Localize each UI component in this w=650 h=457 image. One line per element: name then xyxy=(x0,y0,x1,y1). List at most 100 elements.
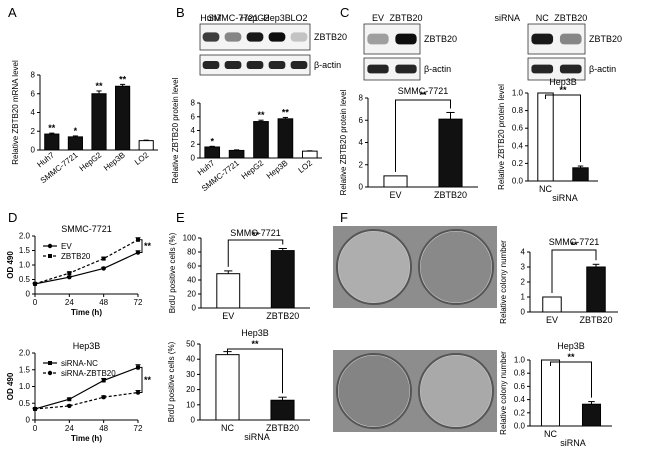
significance-mark: ** xyxy=(95,81,103,91)
bar xyxy=(44,133,60,151)
x-tick-label: 24 xyxy=(65,424,74,433)
y-tick-label: 0.5 xyxy=(19,275,31,284)
y-tick-label: 0 xyxy=(191,416,196,425)
y-tick-label: 6 xyxy=(31,89,36,98)
y-tick-label: 6 xyxy=(191,112,196,121)
bar xyxy=(301,150,318,159)
significance-bracket xyxy=(551,249,597,293)
y-tick-label: 4 xyxy=(359,138,364,147)
significance-mark: ** xyxy=(570,240,578,250)
blot-target-label: ZBTB20 xyxy=(589,34,622,44)
y-tick-label: 20 xyxy=(187,290,196,299)
y-tick-label: 3 xyxy=(521,263,526,272)
blot-band xyxy=(246,32,264,42)
blot-band-actin xyxy=(290,61,308,69)
x-tick-label: NC xyxy=(544,429,557,439)
bar xyxy=(228,149,245,159)
y-tick-label: 20 xyxy=(186,385,195,394)
blot-band-actin xyxy=(268,61,286,69)
y-axis-label: BrdU positive cells (%) xyxy=(168,232,177,313)
legend-label: siRNA-ZBTB20 xyxy=(61,369,116,378)
y-tick-label: 2 xyxy=(31,127,36,136)
bar xyxy=(542,296,562,313)
bar xyxy=(91,93,107,151)
chart-c2: 0.0 0.2 0.4 0.6 0.8 1.0 Relative ZBTB20 protei… xyxy=(497,77,598,203)
blot-control-label: β-actin xyxy=(314,60,341,70)
x-tick-label: EV xyxy=(222,311,234,321)
y-tick-label: 2.0 xyxy=(19,232,31,241)
y-tick-label: 4 xyxy=(521,248,526,257)
significance-mark: ** xyxy=(419,90,427,100)
colony-density xyxy=(338,355,410,427)
blot-group-label: siRNA xyxy=(494,13,520,23)
blot-band-actin xyxy=(559,64,582,74)
bar xyxy=(383,175,408,188)
legend-label: ZBTB20 xyxy=(61,252,91,261)
group-label: siRNA xyxy=(244,432,270,442)
y-tick-label: 0 xyxy=(359,183,364,192)
y-axis-label: OD 490 xyxy=(6,251,15,279)
blot-band-actin xyxy=(224,61,242,69)
data-point xyxy=(101,395,106,400)
blot-lane-label: SMMC-7721 xyxy=(208,13,259,23)
colony-plate xyxy=(418,229,494,305)
x-axis-label: Time (h) xyxy=(71,308,102,317)
x-tick-label: LO2 xyxy=(297,158,315,175)
bar xyxy=(277,118,294,159)
y-tick-label: 0.2 xyxy=(514,408,526,417)
y-tick-label: 0 xyxy=(26,290,31,299)
data-point xyxy=(33,281,37,286)
series-line xyxy=(34,239,139,285)
y-tick-label: 8 xyxy=(31,71,36,80)
y-tick-label: 0.2 xyxy=(512,159,524,168)
y-tick-label: 50 xyxy=(186,340,195,349)
x-tick-label: ZBTB20 xyxy=(434,190,467,200)
y-tick-label: 6 xyxy=(359,116,364,125)
panel-letter-c: C xyxy=(340,5,349,20)
bar xyxy=(586,266,606,313)
y-axis-label: OD 490 xyxy=(6,372,15,400)
bar xyxy=(438,118,463,188)
y-axis-label: Relative ZBTB20 protein level xyxy=(497,84,506,190)
chart-e2: 0 10 20 30 40 50 BrdU positive cells (%) Hep3B N… xyxy=(167,328,310,442)
y-tick-label: 1.0 xyxy=(514,356,526,365)
blot-band xyxy=(559,33,582,45)
chart-title: Hep3B xyxy=(557,341,585,351)
y-tick-label: 0.0 xyxy=(514,422,526,431)
significance-bracket xyxy=(139,239,143,254)
blot-band-actin xyxy=(395,64,417,74)
y-axis-label: Relative ZBTB20 protein level xyxy=(171,77,180,183)
x-tick-label: 48 xyxy=(99,298,108,307)
chart-title: SMMC-7721 xyxy=(230,228,281,238)
blot-band xyxy=(367,33,389,45)
colony-plate-ev xyxy=(333,226,415,308)
y-tick-label: 80 xyxy=(187,248,196,257)
x-tick-label: NC xyxy=(221,423,234,433)
y-tick-label: 2 xyxy=(191,140,196,149)
blot-band xyxy=(268,32,286,42)
significance-bracket xyxy=(227,348,283,394)
y-axis-label: Relative colony number xyxy=(499,351,508,435)
data-point xyxy=(67,397,72,402)
y-tick-label: 4 xyxy=(191,126,196,135)
data-point xyxy=(136,365,140,370)
significance-bracket xyxy=(545,94,581,163)
blot-frame-control xyxy=(363,57,421,81)
data-point xyxy=(135,390,141,395)
x-tick-label: ZBTB20 xyxy=(266,311,299,321)
legend-label: EV xyxy=(61,242,72,251)
y-tick-label: 0 xyxy=(26,416,31,425)
chart-f1: 0 1 2 3 4 Relative colony number SMMC-7721 EV ZB… xyxy=(499,237,618,325)
y-tick-label: 0.6 xyxy=(514,382,526,391)
blot-band-actin xyxy=(367,64,389,74)
x-tick-label: HepG2 xyxy=(240,158,266,181)
x-axis-label: Time (h) xyxy=(71,434,102,443)
bar xyxy=(138,140,154,151)
significance-mark: ** xyxy=(252,230,260,240)
bar xyxy=(270,250,295,309)
series-line xyxy=(34,366,139,410)
panel-letter-a: A xyxy=(8,5,17,20)
bar xyxy=(253,121,269,159)
